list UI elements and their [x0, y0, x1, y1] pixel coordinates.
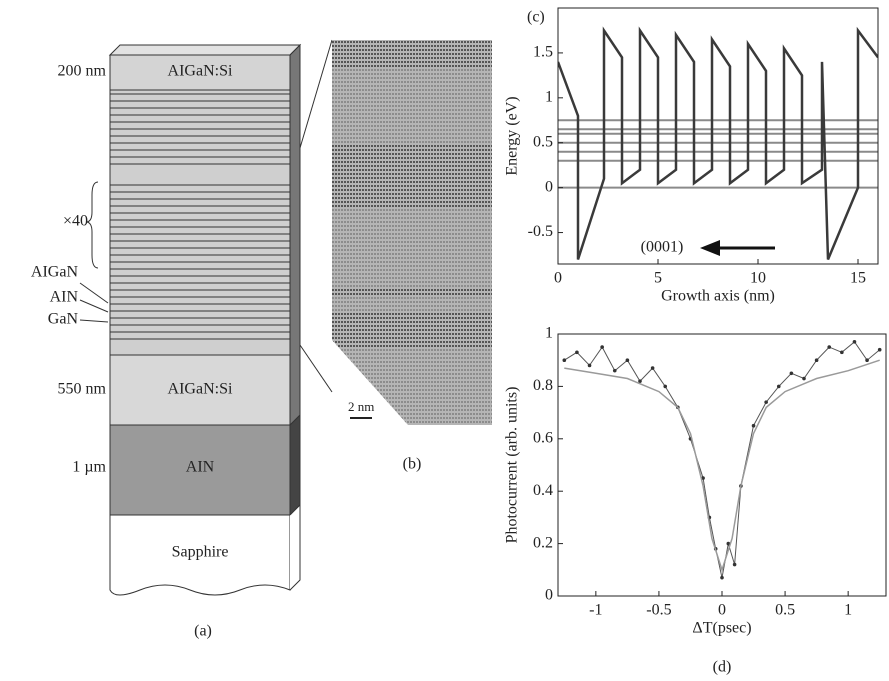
- data-point: [732, 562, 737, 567]
- y-tick-label: 1: [545, 325, 553, 342]
- x-axis-label: ΔT(psec): [692, 620, 751, 637]
- data-point: [802, 376, 806, 381]
- panel-label: (c): [527, 9, 545, 26]
- layer-label: Sapphire: [172, 544, 229, 561]
- direction-arrow: [700, 240, 775, 256]
- y-tick-label: -0.5: [528, 223, 553, 240]
- y-tick-label: 0.2: [533, 534, 553, 551]
- scale-bar-label: 2 nm: [348, 399, 374, 414]
- repeat-label: ×40: [63, 213, 88, 230]
- axes-frame: [557, 7, 879, 265]
- data-point: [840, 350, 844, 355]
- thickness-label: 550 nm: [58, 381, 107, 398]
- tem-bg: [332, 40, 492, 425]
- layer-label: AIGaN:Si: [168, 63, 233, 80]
- thickness-label: 200 nm: [58, 63, 107, 80]
- x-tick-label: 5: [654, 270, 662, 287]
- series-line: [558, 26, 878, 260]
- superlattice: [110, 93, 290, 340]
- thickness-label: 1 µm: [72, 459, 106, 476]
- y-tick-label: 0.5: [533, 133, 553, 150]
- y-axis-label: Energy (eV): [504, 96, 521, 175]
- data-point: [625, 358, 630, 363]
- plot: -1 -0.5 0 0.5 1 0 0.2 0.4 0.6 0.8 1 ΔT(psec) Photocu…: [504, 325, 887, 637]
- data-point: [562, 358, 567, 363]
- layer-stack: [108, 43, 302, 596]
- y-axis-label: Photocurrent (arb. units): [504, 387, 521, 544]
- x-tick-label: 1: [844, 602, 852, 619]
- x-tick-label: 0: [554, 270, 562, 287]
- data-point: [650, 366, 655, 370]
- data-point: [827, 345, 832, 349]
- zoom-lines: [299, 39, 333, 393]
- plot-area: [558, 26, 878, 260]
- repeat-brace: [79, 181, 109, 323]
- x-tick-label: 10: [750, 270, 766, 287]
- panel-label: (a): [194, 623, 212, 640]
- y-tick-label: 1.5: [533, 44, 553, 61]
- data-point: [751, 423, 756, 428]
- y-tick-label: 0.4: [533, 482, 553, 499]
- data-point: [638, 379, 642, 383]
- y-tick-label: 0: [545, 587, 553, 604]
- data-point: [776, 384, 781, 389]
- layer-label: AIN: [186, 459, 215, 476]
- x-tick-label: 15: [850, 270, 866, 287]
- tem-image: [332, 40, 492, 425]
- x-tick-label: 0.5: [775, 602, 795, 619]
- sl-label: AIN: [50, 289, 79, 306]
- data-point: [789, 371, 794, 376]
- y-tick-label: 0.6: [533, 429, 553, 446]
- panel-label: (b): [403, 456, 422, 473]
- series-line: [564, 359, 880, 573]
- layer-label: AIGaN:Si: [168, 381, 233, 398]
- series-line: [564, 341, 881, 578]
- data-point: [877, 347, 882, 352]
- sl-label: GaN: [48, 311, 79, 328]
- data-point: [814, 358, 819, 363]
- data-point: [600, 345, 604, 349]
- plot: 0 5 10 15 -0.5 0 0.5 1 1.5 Growth axis (nm) Energy…: [504, 7, 879, 305]
- data-point: [587, 363, 592, 368]
- y-tick-label: 0.8: [533, 377, 553, 394]
- annotation: (0001): [641, 239, 684, 256]
- x-tick-label: -0.5: [646, 602, 671, 619]
- data-point: [663, 384, 668, 389]
- data-point: [726, 541, 731, 546]
- panel-label: (d): [713, 659, 732, 676]
- x-tick-label: -1: [589, 602, 602, 619]
- data-point: [575, 350, 579, 355]
- data-point: [865, 358, 869, 363]
- x-axis-label: Growth axis (nm): [661, 288, 775, 305]
- plot-area: [562, 340, 882, 580]
- y-tick-label: 0: [545, 178, 553, 195]
- x-tick-label: 0: [718, 602, 726, 619]
- y-tick-label: 1: [545, 88, 553, 105]
- sl-label: AIGaN: [31, 264, 79, 281]
- data-point: [720, 575, 724, 580]
- data-point: [852, 340, 857, 344]
- data-point: [612, 368, 617, 373]
- data-point: [764, 400, 768, 404]
